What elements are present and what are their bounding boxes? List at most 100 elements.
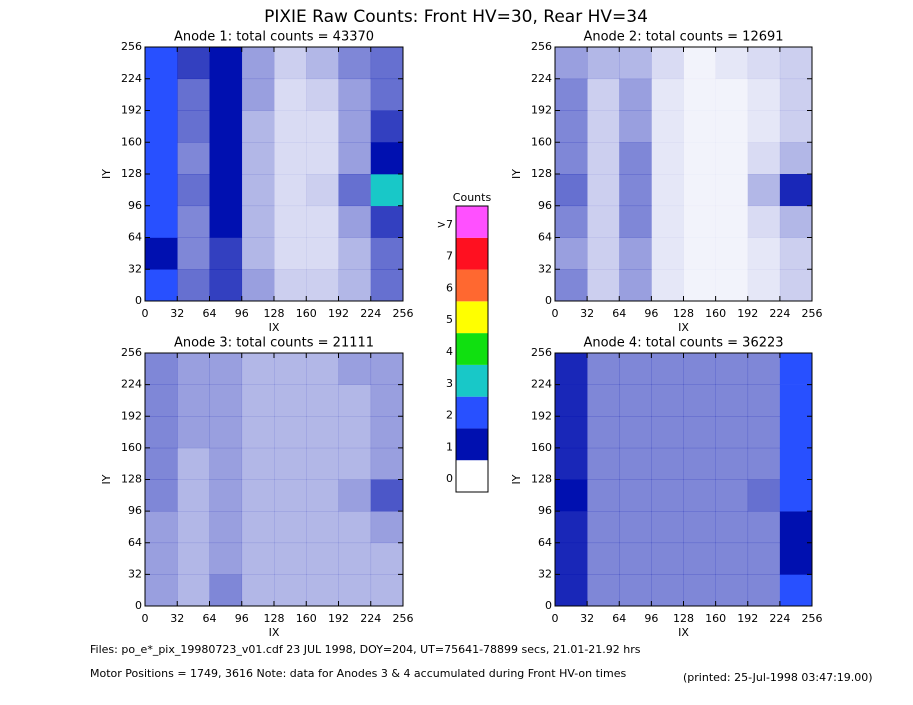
heatmap-cell <box>587 511 620 544</box>
heatmap-cell <box>587 416 620 449</box>
x-axis-label: IX <box>269 626 280 639</box>
heatmap-cell <box>747 78 781 111</box>
heatmap-cell <box>145 78 178 111</box>
heatmap-cell <box>747 416 781 449</box>
heatmap-cell <box>779 110 813 143</box>
heatmap-cell <box>555 174 588 207</box>
heatmap-cell <box>555 47 588 80</box>
heatmap-cell <box>587 384 620 417</box>
heatmap-cell <box>747 237 781 270</box>
heatmap-cell <box>587 479 620 512</box>
heatmap-cell <box>145 269 178 302</box>
heatmap-cell <box>145 205 178 238</box>
heatmap-cell <box>274 205 307 238</box>
x-tick-label: 256 <box>802 307 823 320</box>
heatmap-cell <box>683 511 716 544</box>
y-tick-label: 224 <box>121 72 142 85</box>
heatmap-cell <box>779 142 813 175</box>
heatmap-cell <box>651 47 684 80</box>
y-tick-label: 32 <box>538 262 552 275</box>
y-tick-label: 0 <box>135 294 142 307</box>
heatmap-cell <box>683 384 716 417</box>
heatmap-cell <box>619 574 652 607</box>
footer-printed: (printed: 25-Jul-1998 03:47:19.00) <box>683 671 873 684</box>
y-axis-label: IY <box>100 169 113 179</box>
x-tick-label: 0 <box>552 612 559 625</box>
heatmap-cell <box>715 205 749 238</box>
panel-title: Anode 1: total counts = 43370 <box>174 30 374 45</box>
heatmap-cell <box>779 205 813 238</box>
heatmap-cell <box>241 174 275 207</box>
x-tick-label: 256 <box>393 612 414 625</box>
heatmap-cell <box>370 142 404 175</box>
y-tick-label: 96 <box>128 504 142 517</box>
heatmap-cell <box>338 110 372 143</box>
heatmap-cell <box>619 479 652 512</box>
colorbar-segment <box>456 460 488 492</box>
x-tick-label: 128 <box>264 612 285 625</box>
heatmap-cell <box>209 237 243 270</box>
heatmap-cell <box>209 542 243 575</box>
heatmap-cell <box>715 353 749 385</box>
heatmap-cell <box>555 205 588 238</box>
heatmap-cell <box>145 237 178 270</box>
heatmap-cell <box>747 511 781 544</box>
heatmap-cell <box>306 353 339 385</box>
heatmap-cell <box>587 78 620 111</box>
heatmap-cell <box>683 237 716 270</box>
y-tick-label: 160 <box>531 135 552 148</box>
heatmap-cell <box>306 447 339 480</box>
heatmap-cell <box>715 110 749 143</box>
heatmap-cell <box>619 447 652 480</box>
heatmap-cell <box>177 353 210 385</box>
y-tick-label: 256 <box>121 346 142 359</box>
y-tick-label: 160 <box>531 441 552 454</box>
heatmap-cell <box>555 416 588 449</box>
heatmap-cell <box>651 511 684 544</box>
heatmap-cell <box>619 416 652 449</box>
heatmap-cell <box>683 205 716 238</box>
y-axis-label: IY <box>510 474 523 484</box>
heatmap-cell <box>779 384 813 417</box>
heatmap-cell <box>651 174 684 207</box>
heatmap-cell <box>779 78 813 111</box>
heatmap-cell <box>209 142 243 175</box>
heatmap-cell <box>747 205 781 238</box>
heatmap-cell <box>619 384 652 417</box>
y-tick-label: 64 <box>538 536 552 549</box>
heatmap-cell <box>145 384 178 417</box>
x-axis-label: IX <box>269 321 280 334</box>
heatmap-cell <box>306 416 339 449</box>
y-tick-label: 256 <box>531 346 552 359</box>
y-tick-label: 32 <box>128 262 142 275</box>
heatmap-cell <box>715 574 749 607</box>
heatmap-cell <box>177 511 210 544</box>
y-tick-label: 224 <box>121 378 142 391</box>
x-tick-label: 0 <box>142 307 149 320</box>
heatmap-cell <box>209 269 243 302</box>
heatmap-cell <box>587 269 620 302</box>
y-tick-label: 192 <box>121 409 142 422</box>
colorbar-segment <box>456 428 488 461</box>
y-tick-label: 128 <box>121 167 142 180</box>
heatmap-cell <box>779 47 813 80</box>
heatmap-cell <box>274 174 307 207</box>
heatmap-cell <box>587 542 620 575</box>
heatmap-cell <box>370 447 404 480</box>
heatmap-cell <box>715 78 749 111</box>
x-tick-label: 64 <box>612 612 626 625</box>
heatmap-cell <box>651 384 684 417</box>
heatmap-cell <box>779 574 813 607</box>
heatmap-cell <box>619 174 652 207</box>
heatmap-cell <box>715 542 749 575</box>
heatmap-cell <box>338 384 372 417</box>
x-axis-label: IX <box>678 321 689 334</box>
heatmap-cell <box>619 78 652 111</box>
heatmap-cell <box>177 237 210 270</box>
heatmap-cell <box>177 110 210 143</box>
x-tick-label: 224 <box>360 612 381 625</box>
heatmap-cell <box>555 237 588 270</box>
heatmap-cell <box>555 110 588 143</box>
heatmap-cell <box>747 174 781 207</box>
heatmap-cell <box>145 447 178 480</box>
